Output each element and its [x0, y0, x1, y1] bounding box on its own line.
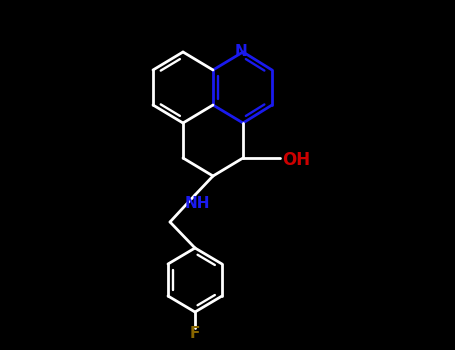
Text: N: N: [235, 44, 248, 60]
Text: F: F: [190, 327, 200, 342]
Text: OH: OH: [282, 151, 310, 169]
Text: NH: NH: [184, 196, 210, 210]
